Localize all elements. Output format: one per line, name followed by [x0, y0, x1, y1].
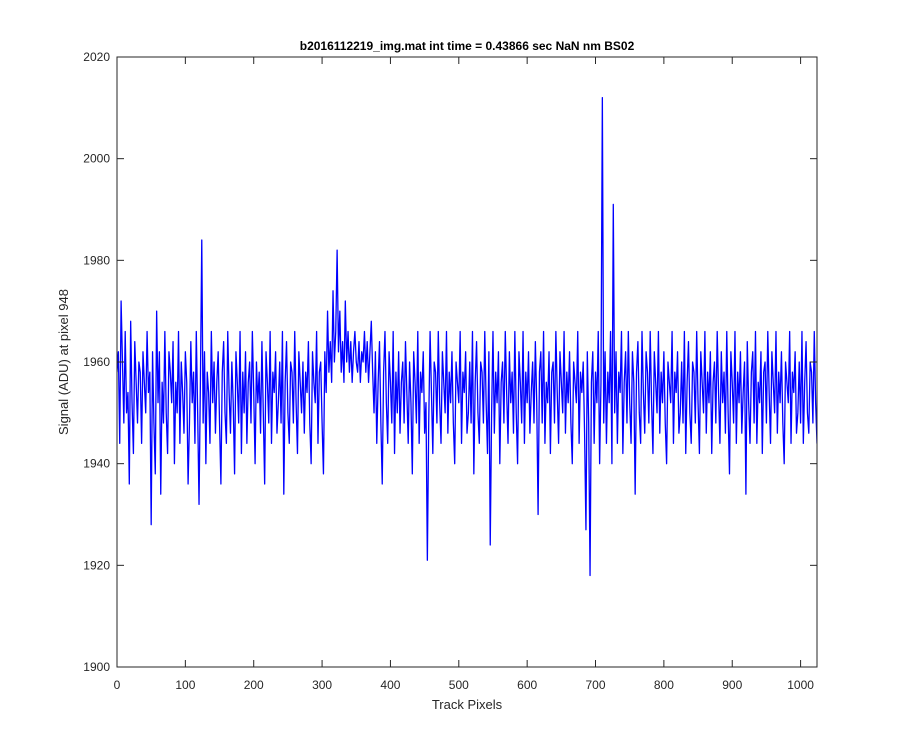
- x-tick-label: 200: [244, 678, 264, 692]
- x-tick-label: 1000: [787, 678, 814, 692]
- series-layer: [117, 97, 817, 577]
- y-tick-label: 1900: [83, 660, 110, 674]
- x-tick-label: 400: [380, 678, 400, 692]
- y-tick-label: 1960: [83, 355, 110, 369]
- x-tick-label: 500: [449, 678, 469, 692]
- x-axis-label: Track Pixels: [432, 697, 503, 712]
- y-tick-label: 1980: [83, 253, 110, 267]
- y-tick-label: 1920: [83, 558, 110, 572]
- x-axis: 0 100 200 300 400 500 600 700 800 900 1000: [114, 57, 814, 692]
- series-line: [117, 97, 817, 577]
- x-tick-label: 0: [114, 678, 121, 692]
- chart-title: b2016112219_img.mat int time = 0.43866 s…: [300, 39, 635, 53]
- x-tick-label: 100: [175, 678, 195, 692]
- x-tick-label: 900: [722, 678, 742, 692]
- x-tick-label: 600: [517, 678, 537, 692]
- y-axis-label: Signal (ADU) at pixel 948: [56, 289, 71, 435]
- y-axis: 1900 1920 1940 1960 1980 2000 2020: [83, 50, 817, 674]
- x-tick-label: 700: [586, 678, 606, 692]
- x-tick-label: 800: [654, 678, 674, 692]
- y-tick-label: 1940: [83, 457, 110, 471]
- y-tick-label: 2000: [83, 152, 110, 166]
- y-tick-label: 2020: [83, 50, 110, 64]
- plot-area: [117, 57, 817, 667]
- x-tick-label: 300: [312, 678, 332, 692]
